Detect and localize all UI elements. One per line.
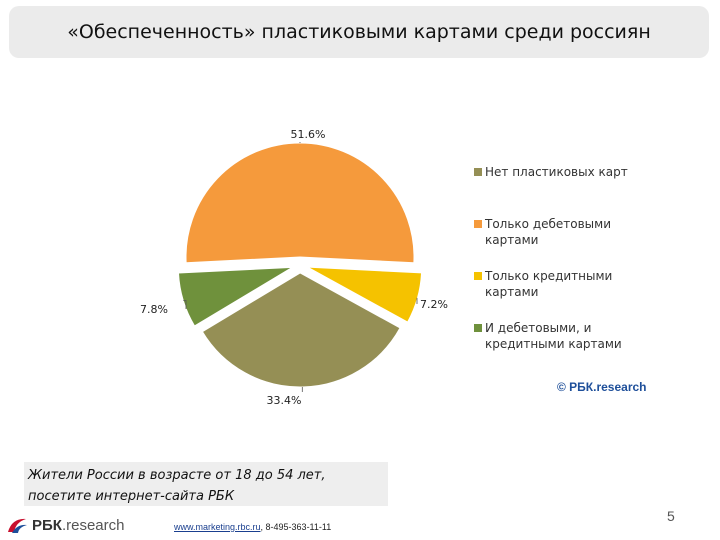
phone-number: , 8-495-363-11-11 <box>260 522 332 532</box>
pie-slice <box>185 142 415 264</box>
page-number: 5 <box>667 508 675 524</box>
page-title: «Обеспеченность» пластиковыми картами ср… <box>67 21 651 43</box>
slice-value-label: 51.6% <box>291 128 326 141</box>
rbc-logo-text: РБК.research <box>32 516 125 534</box>
sample-note: Жители России в возрасте от 18 до 54 лет… <box>24 462 388 506</box>
legend-swatch <box>474 324 482 332</box>
legend-swatch <box>474 272 482 280</box>
website-link[interactable]: www.marketing.rbc.ru <box>174 522 261 532</box>
legend-label: Только кредитными картами <box>485 269 613 299</box>
slice-value-label: 7.8% <box>140 303 168 316</box>
legend-swatch <box>474 220 482 228</box>
footer-contact: www.marketing.rbc.ru, 8-495-363-11-11 <box>174 522 331 532</box>
sample-note-text: Жители России в возрасте от 18 до 54 лет… <box>28 468 326 504</box>
slice-value-label: 7.2% <box>420 298 448 311</box>
rbc-logo: РБК.research <box>0 516 124 534</box>
pie-slice <box>201 272 401 388</box>
rbc-logo-icon <box>8 518 27 533</box>
source-credit: © РБК.research <box>557 380 647 394</box>
leader-line <box>183 300 187 309</box>
legend-item-both: И дебетовыми, и кредитными картами <box>474 320 635 352</box>
title-bar: «Обеспеченность» пластиковыми картами ср… <box>9 6 709 58</box>
legend-item-no-cards: Нет пластиковых карт <box>474 164 635 180</box>
legend-label: И дебетовыми, и кредитными картами <box>485 321 622 351</box>
slice-value-label: 33.4% <box>267 394 302 407</box>
legend-label: Нет пластиковых карт <box>485 165 628 179</box>
legend-item-debit-only: Только дебетовыми картами <box>474 216 635 248</box>
legend-swatch <box>474 168 482 176</box>
legend-item-credit-only: Только кредитными картами <box>474 268 635 300</box>
legend-label: Только дебетовыми картами <box>485 217 612 247</box>
